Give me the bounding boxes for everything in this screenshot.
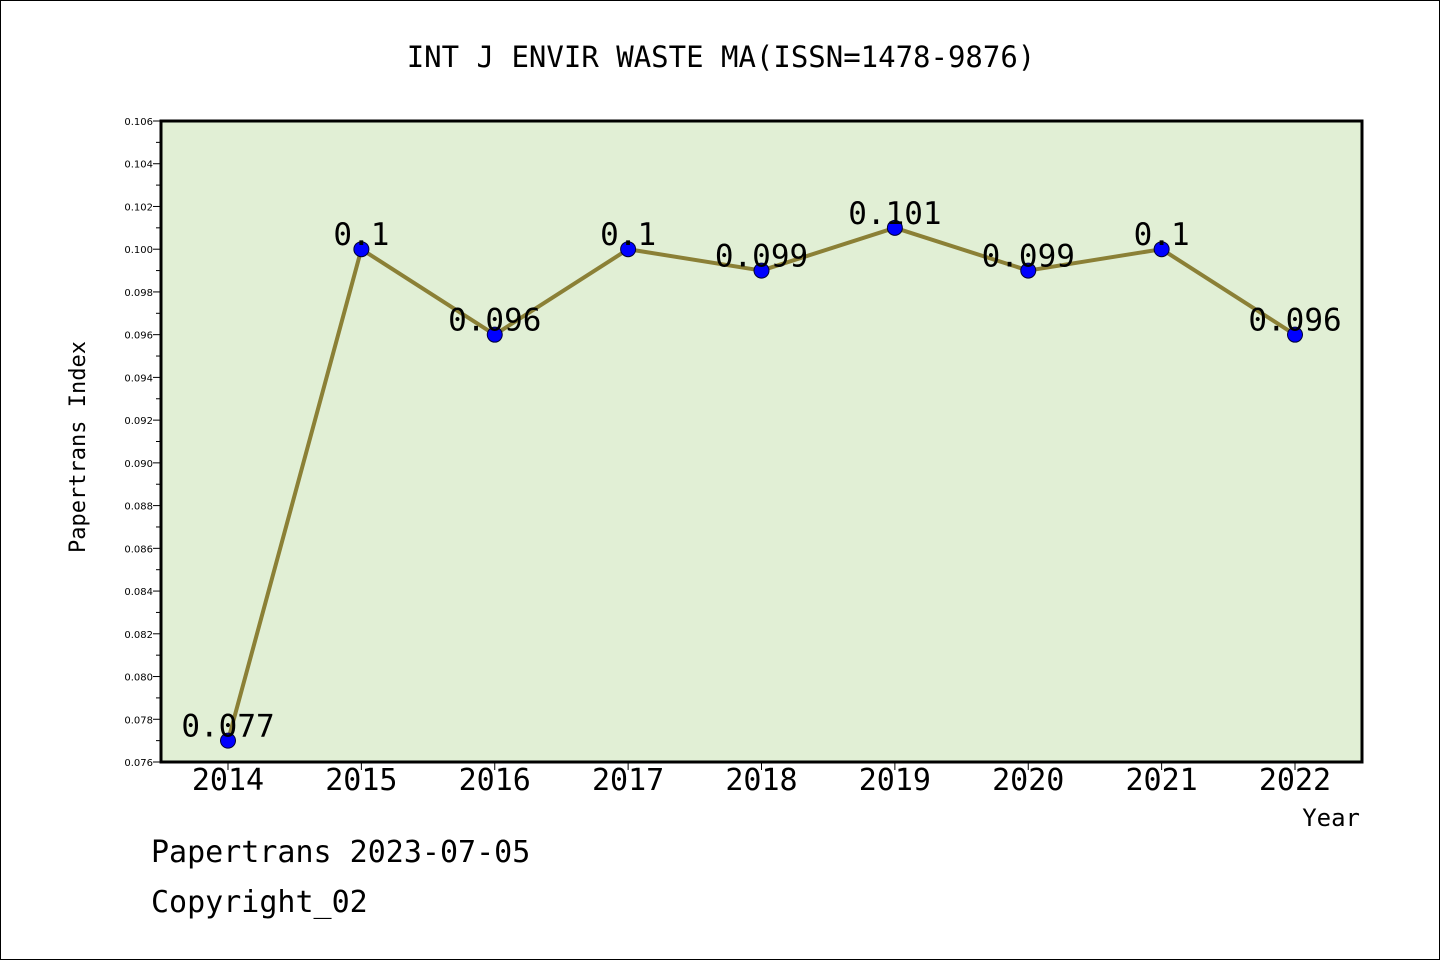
- y-tick-label: 0.090: [124, 459, 153, 470]
- y-tick-label: 0.084: [124, 587, 153, 598]
- y-tick-label: 0.102: [124, 202, 153, 213]
- data-point: [1287, 326, 1303, 343]
- data-label: 0.101: [848, 196, 941, 232]
- data-point: [353, 241, 370, 258]
- data-point: [620, 241, 637, 258]
- footer-date: Papertrans 2023-07-05: [151, 835, 531, 870]
- data-label: 0.099: [982, 239, 1075, 275]
- x-tick-label: 2021: [1126, 763, 1198, 798]
- chart-title: INT J ENVIR WASTE MA(ISSN=1478-9876): [407, 40, 1036, 74]
- x-axis: 2014 2015 2016 2017 2018 2019 2020 2021 2022: [192, 762, 1331, 798]
- x-tick-label: 2018: [725, 763, 797, 798]
- data-label: 0.1: [1134, 217, 1190, 253]
- footer-copyright: Copyright_02: [151, 885, 368, 920]
- y-tick-label: 0.078: [124, 715, 153, 726]
- x-tick-label: 2014: [192, 763, 264, 798]
- data-point: [486, 326, 503, 343]
- y-tick-label: 0.098: [124, 288, 153, 299]
- data-point: [1153, 241, 1170, 258]
- y-tick-label: 0.086: [124, 544, 153, 555]
- series-markers: [220, 219, 1303, 749]
- x-axis-label: Year: [1302, 804, 1360, 832]
- y-tick-label: 0.094: [124, 373, 153, 384]
- data-label: 0.096: [448, 303, 541, 339]
- y-tick-label: 0.082: [124, 630, 153, 641]
- data-label: 0.077: [181, 709, 274, 745]
- y-tick-label: 0.088: [124, 502, 153, 513]
- data-point: [220, 732, 236, 749]
- x-tick-label: 2022: [1259, 763, 1331, 798]
- data-label: 0.096: [1248, 303, 1341, 339]
- plot-area: [159, 119, 1364, 764]
- data-label: 0.1: [333, 217, 389, 253]
- x-tick-label: 2017: [592, 763, 664, 798]
- data-point: [753, 262, 770, 279]
- data-label: 0.1: [600, 217, 656, 253]
- data-labels: 0.077 0.1 0.096 0.1 0.099 0.101 0.099 0.1 0.096: [181, 196, 1341, 745]
- y-tick-label: 0.080: [124, 673, 153, 684]
- x-tick-label: 2020: [992, 763, 1064, 798]
- data-point: [1020, 262, 1037, 279]
- y-tick-label: 0.092: [124, 416, 153, 427]
- y-tick-label: 0.106: [124, 117, 153, 128]
- x-tick-label: 2015: [325, 763, 397, 798]
- y-axis-label: Papertrans Index: [66, 341, 91, 553]
- y-tick-label: 0.096: [124, 331, 153, 342]
- x-tick-label: 2016: [459, 763, 531, 798]
- x-tick-label: 2019: [859, 763, 931, 798]
- y-tick-label: 0.100: [124, 245, 153, 256]
- y-tick-label: 0.104: [124, 160, 153, 171]
- y-tick-label: 0.076: [124, 758, 153, 769]
- y-axis: 0.076 0.078 0.080 0.082 0.084 0.086 0.088 0.090…: [124, 117, 161, 769]
- data-label: 0.099: [715, 239, 808, 275]
- data-point: [886, 219, 903, 236]
